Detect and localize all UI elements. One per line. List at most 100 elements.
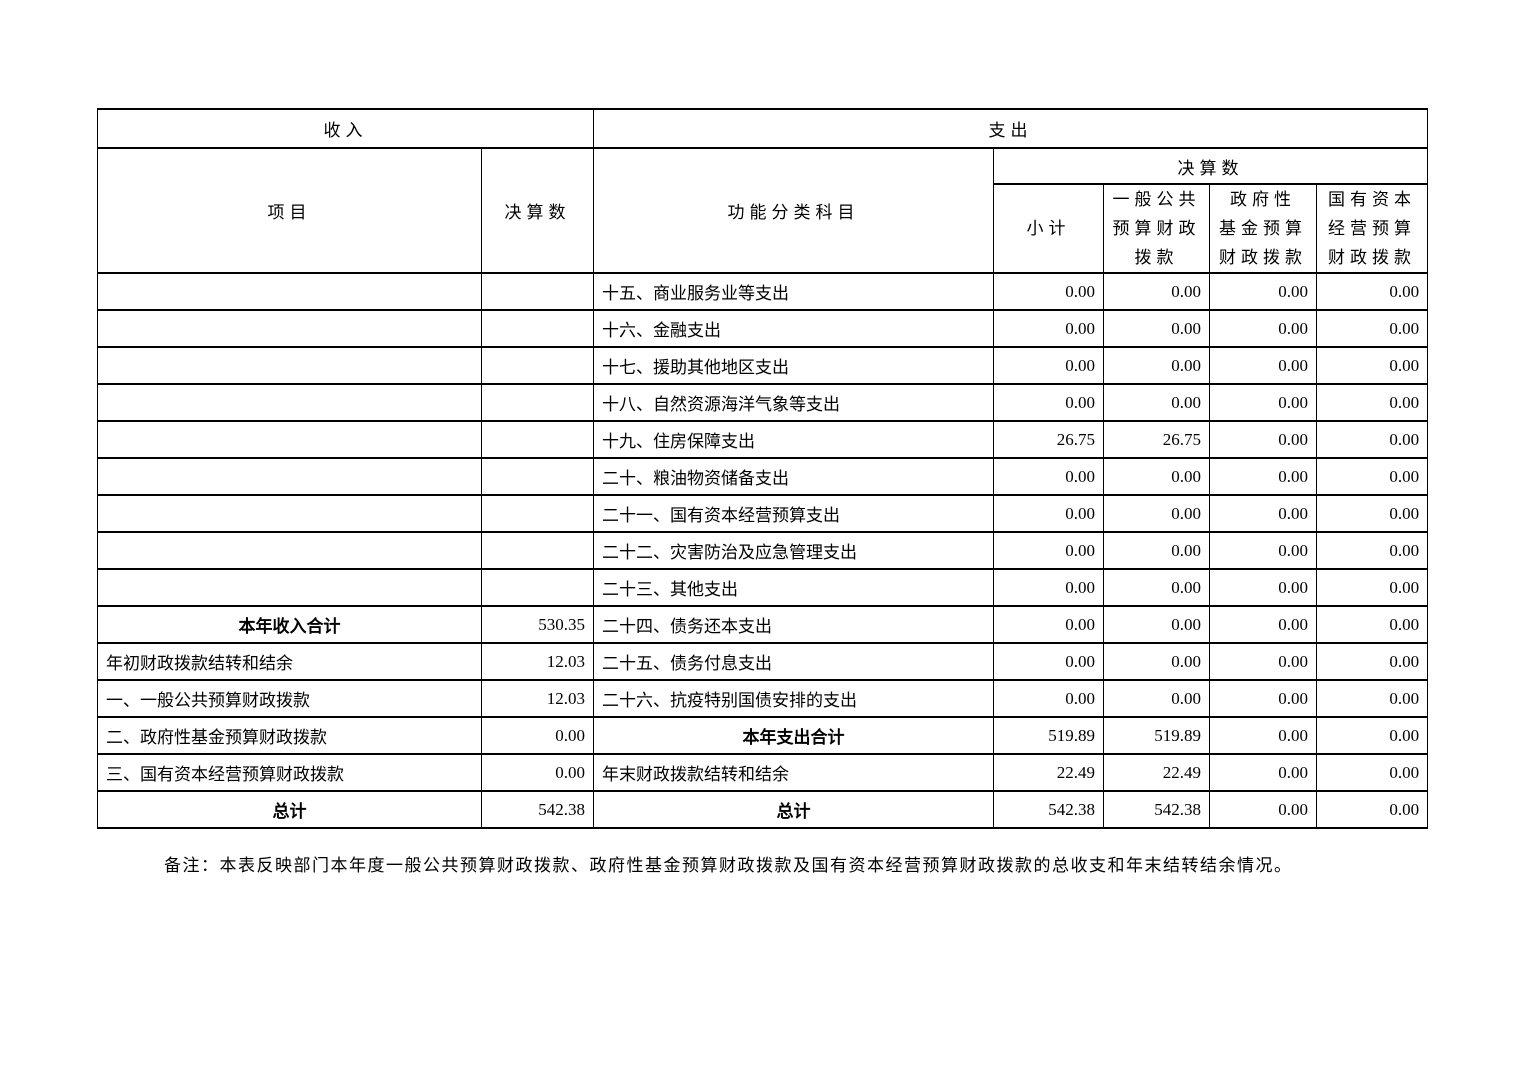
expense-item-cell: 年末财政拨款结转和结余	[593, 753, 994, 792]
value-gov-fund-cell: 0.00	[1209, 420, 1317, 459]
table-row: 十六、金融支出 0.00 0.00 0.00 0.00	[97, 309, 1429, 348]
expense-item-cell: 二十二、灾害防治及应急管理支出	[593, 531, 994, 570]
income-value-cell	[481, 420, 594, 459]
value-gov-fund-cell: 0.00	[1209, 790, 1317, 829]
value-gov-fund-cell: 0.00	[1209, 531, 1317, 570]
value-general-public-cell: 0.00	[1103, 679, 1210, 718]
value-state-capital-cell: 0.00	[1315, 309, 1429, 348]
income-item-cell: 一、一般公共预算财政拨款	[97, 679, 482, 718]
income-value-cell	[481, 494, 594, 533]
value-subtotal-cell: 0.00	[993, 272, 1104, 311]
column-header-row-upper: 项目 决算数 功能分类科目 决算数	[97, 147, 1429, 274]
value-state-capital-cell: 0.00	[1315, 568, 1429, 607]
expense-item-cell: 十七、援助其他地区支出	[593, 346, 994, 385]
value-state-capital-cell: 0.00	[1315, 679, 1429, 718]
income-item-cell	[97, 531, 482, 570]
value-general-public-cell: 519.89	[1103, 716, 1210, 755]
value-state-capital-cell: 0.00	[1315, 531, 1429, 570]
value-subtotal-cell: 0.00	[993, 679, 1104, 718]
value-subtotal-cell: 542.38	[993, 790, 1104, 829]
value-subtotal-cell: 519.89	[993, 716, 1104, 755]
expense-item-cell: 十五、商业服务业等支出	[593, 272, 994, 311]
value-subtotal-cell: 0.00	[993, 642, 1104, 681]
income-value-cell	[481, 457, 594, 496]
value-state-capital-cell: 0.00	[1315, 790, 1429, 829]
income-section-header: 收入	[97, 108, 594, 149]
value-subtotal-cell: 0.00	[993, 531, 1104, 570]
value-general-public-cell: 0.00	[1103, 642, 1210, 681]
value-gov-fund-cell: 0.00	[1209, 457, 1317, 496]
value-gov-fund-cell: 0.00	[1209, 383, 1317, 422]
income-item-cell	[97, 420, 482, 459]
value-general-public-cell: 542.38	[1103, 790, 1210, 829]
value-state-capital-cell: 0.00	[1315, 272, 1429, 311]
fiscal-appropriation-table: 收入 支出 项目 决算数 功能分类科目 决算数 小计 一般公共 预算财政 拨款 …	[97, 108, 1429, 829]
expense-item-cell: 十八、自然资源海洋气象等支出	[593, 383, 994, 422]
section-header-row: 收入 支出	[97, 108, 1429, 149]
expense-item-cell: 十六、金融支出	[593, 309, 994, 348]
value-subtotal-cell: 0.00	[993, 457, 1104, 496]
income-item-cell: 二、政府性基金预算财政拨款	[97, 716, 482, 755]
value-general-public-cell: 0.00	[1103, 309, 1210, 348]
value-gov-fund-cell: 0.00	[1209, 679, 1317, 718]
income-value-cell	[481, 568, 594, 607]
value-state-capital-cell: 0.00	[1315, 716, 1429, 755]
value-subtotal-cell: 0.00	[993, 568, 1104, 607]
table-row: 年初财政拨款结转和结余 12.03 二十五、债务付息支出 0.00 0.00 0.00 0.…	[97, 642, 1429, 681]
col-header-general-public-budget: 一般公共 预算财政 拨款	[1103, 183, 1210, 274]
income-item-cell	[97, 346, 482, 385]
table-row: 十五、商业服务业等支出 0.00 0.00 0.00 0.00	[97, 272, 1429, 311]
income-value-cell	[481, 346, 594, 385]
value-gov-fund-cell: 0.00	[1209, 568, 1317, 607]
expense-item-cell: 二十一、国有资本经营预算支出	[593, 494, 994, 533]
value-general-public-cell: 0.00	[1103, 272, 1210, 311]
value-general-public-cell: 0.00	[1103, 494, 1210, 533]
value-general-public-cell: 0.00	[1103, 383, 1210, 422]
value-state-capital-cell: 0.00	[1315, 420, 1429, 459]
column-header-row-lower: 小计 一般公共 预算财政 拨款 政府性 基金预算 财政拨款 国有资本 经营预算 …	[98, 183, 1429, 274]
income-value-cell: 12.03	[481, 679, 594, 718]
value-state-capital-cell: 0.00	[1315, 383, 1429, 422]
col-header-income-final-accounts: 决算数	[481, 147, 594, 274]
col-header-gov-fund-budget: 政府性 基金预算 财政拨款	[1209, 183, 1317, 274]
expense-item-cell: 二十六、抗疫特别国债安排的支出	[593, 679, 994, 718]
income-item-cell	[97, 383, 482, 422]
value-subtotal-cell: 0.00	[993, 605, 1104, 644]
table-row: 二十一、国有资本经营预算支出 0.00 0.00 0.00 0.00	[97, 494, 1429, 533]
value-subtotal-cell: 0.00	[993, 346, 1104, 385]
value-general-public-cell: 0.00	[1103, 346, 1210, 385]
table-row: 总计 542.38 总计 542.38 542.38 0.00 0.00	[97, 790, 1429, 829]
income-item-cell	[97, 309, 482, 348]
income-value-cell: 542.38	[481, 790, 594, 829]
value-general-public-cell: 0.00	[1103, 457, 1210, 496]
value-state-capital-cell: 0.00	[1315, 457, 1429, 496]
value-gov-fund-cell: 0.00	[1209, 753, 1317, 792]
col-header-state-capital-budget: 国有资本 经营预算 财政拨款	[1315, 183, 1429, 274]
value-general-public-cell: 0.00	[1103, 568, 1210, 607]
footnote: 备注：本表反映部门本年度一般公共预算财政拨款、政府性基金预算财政拨款及国有资本经…	[164, 856, 1293, 875]
income-value-cell: 0.00	[481, 716, 594, 755]
value-state-capital-cell: 0.00	[1315, 346, 1429, 385]
table-row: 十九、住房保障支出 26.75 26.75 0.00 0.00	[97, 420, 1429, 459]
value-subtotal-cell: 26.75	[993, 420, 1104, 459]
value-gov-fund-cell: 0.00	[1209, 642, 1317, 681]
col-header-subtotal: 小计	[993, 183, 1104, 274]
value-general-public-cell: 0.00	[1103, 605, 1210, 644]
income-value-cell	[481, 309, 594, 348]
expense-item-cell: 二十三、其他支出	[593, 568, 994, 607]
value-state-capital-cell: 0.00	[1315, 753, 1429, 792]
table-row: 二十、粮油物资储备支出 0.00 0.00 0.00 0.00	[97, 457, 1429, 496]
income-value-cell	[481, 383, 594, 422]
expense-item-cell: 总计	[593, 790, 994, 829]
income-item-cell: 本年收入合计	[97, 605, 482, 644]
value-state-capital-cell: 0.00	[1315, 494, 1429, 533]
table-row: 二十三、其他支出 0.00 0.00 0.00 0.00	[97, 568, 1429, 607]
expense-item-cell: 二十四、债务还本支出	[593, 605, 994, 644]
income-item-cell	[97, 457, 482, 496]
income-item-cell	[97, 568, 482, 607]
table-row: 二十二、灾害防治及应急管理支出 0.00 0.00 0.00 0.00	[97, 531, 1429, 570]
income-item-cell: 总计	[97, 790, 482, 829]
value-subtotal-cell: 22.49	[993, 753, 1104, 792]
table-row: 十七、援助其他地区支出 0.00 0.00 0.00 0.00	[97, 346, 1429, 385]
